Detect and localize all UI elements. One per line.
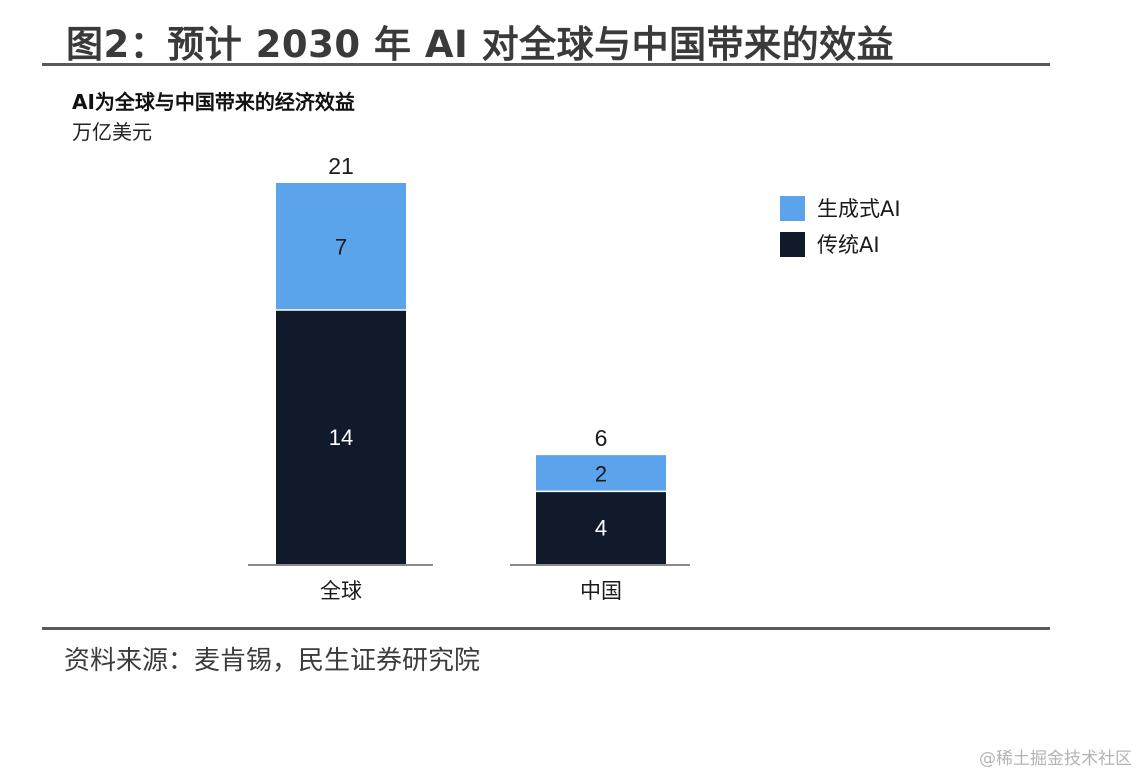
bar-segment-generative-2	[536, 455, 666, 492]
watermark: @稀土掘金技术社区	[979, 749, 1132, 769]
chart-title: AI为全球与中国带来的经济效益	[72, 90, 355, 114]
legend-swatch-traditional	[780, 231, 805, 257]
bar-segment-traditional-1	[276, 310, 406, 564]
figure-title: 图2：预计 2030 年 AI 对全球与中国带来的效益	[66, 23, 895, 66]
total-label-1: 21	[328, 153, 354, 179]
legend: 生成式AI 传统AI	[780, 195, 901, 267]
legend-label-traditional: 传统AI	[817, 233, 880, 257]
legend-item-generative: 生成式AI	[780, 195, 901, 221]
data-label-generative-2: 2	[595, 461, 607, 486]
chart-unit: 万亿美元	[72, 120, 152, 144]
top-rule	[42, 63, 1050, 66]
total-label-2: 6	[595, 425, 608, 451]
bar-segment-traditional-2	[536, 491, 666, 564]
legend-label-generative: 生成式AI	[817, 197, 901, 221]
legend-item-traditional: 传统AI	[780, 231, 901, 257]
category-label-1: 全球	[320, 579, 362, 603]
data-label-generative-1: 7	[335, 235, 347, 260]
data-label-traditional-2: 4	[595, 516, 607, 541]
category-label-2: 中国	[580, 579, 622, 603]
data-label-traditional-1: 14	[329, 425, 353, 450]
legend-swatch-generative	[780, 195, 805, 221]
bottom-rule	[42, 627, 1050, 630]
source-note: 资料来源：麦肯锡，民生证券研究院	[64, 646, 481, 676]
bar-segment-generative-1	[276, 183, 406, 310]
